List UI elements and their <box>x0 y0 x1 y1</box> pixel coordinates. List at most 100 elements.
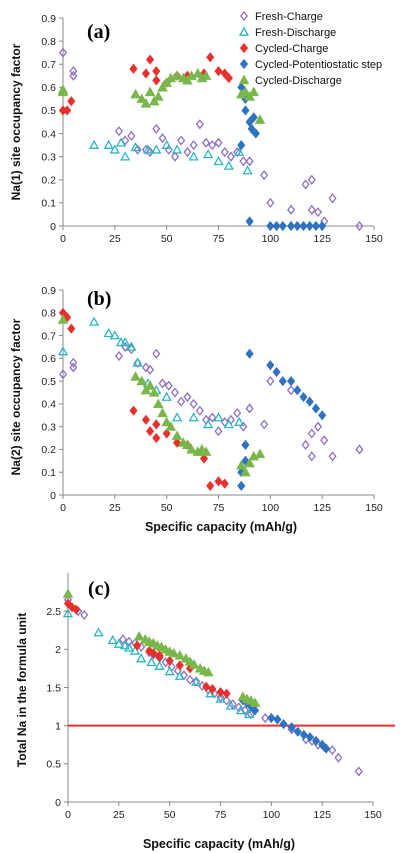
panel-b-x-tick-label: 150 <box>365 502 383 514</box>
panel-b-series-cycled-charge <box>58 307 229 491</box>
panel-c-point-cycled-charge <box>68 602 77 613</box>
panel-b-point-cycled-discharge <box>186 444 197 454</box>
panel-b-point-cycled-potentiostatic-step <box>311 403 321 414</box>
legend-label-cycled-discharge: Cycled-Discharge <box>255 75 342 87</box>
panel-b-point-fresh-discharge <box>132 357 143 367</box>
panel-a-point-fresh-discharge <box>130 142 141 152</box>
panel-b-point-cycled-discharge <box>153 398 164 409</box>
panel-a-point-cycled-charge <box>152 66 161 77</box>
panel-c-point-cycled-charge <box>165 655 174 666</box>
panel-a-series-fresh-charge <box>58 47 364 232</box>
panel-a-point-cycled-discharge <box>153 91 164 101</box>
panel-c-series-cycled-charge <box>63 598 231 699</box>
panel-c-x-tick-label: 150 <box>364 809 382 821</box>
panel-c-point-fresh-discharge <box>235 705 246 715</box>
panel-b-series-fresh-discharge <box>57 316 245 429</box>
panel-b-y-tick-label: 0.6 <box>41 353 56 365</box>
panel-a-point-fresh-charge <box>189 140 198 151</box>
panel-b-point-fresh-charge <box>195 405 204 416</box>
panel-c-point-cycled-potentiostatic-step <box>322 743 331 754</box>
panel-a-point-cycled-potentiostatic-step <box>305 220 314 232</box>
panel-c-x-tick-label: 50 <box>164 809 176 821</box>
panel-a-point-fresh-discharge <box>161 139 172 149</box>
panel-c-point-fresh-charge <box>334 752 343 763</box>
panel-c-point-fresh-discharge <box>164 666 175 676</box>
panel-b-point-fresh-charge <box>239 421 248 432</box>
panel-a-point-fresh-charge <box>69 66 78 77</box>
panel-b-point-cycled-potentiostatic-step <box>287 376 296 387</box>
panel-b-point-cycled-potentiostatic-step <box>299 391 308 403</box>
panel-a-point-cycled-charge <box>146 54 155 65</box>
panel-a-point-fresh-discharge <box>242 165 253 175</box>
panel-c-point-fresh-charge <box>222 695 231 706</box>
panel-a-point-cycled-potentiostatic-step <box>266 220 275 232</box>
panel-c-point-cycled-potentiostatic-step <box>293 726 302 737</box>
panel-a-point-cycled-discharge <box>144 86 156 97</box>
panel-c-point-cycled-charge <box>63 598 73 609</box>
panel-b-point-cycled-discharge <box>161 416 172 427</box>
panel-c-point-fresh-discharge <box>174 670 185 680</box>
panel-b-point-cycled-discharge <box>254 448 266 459</box>
panel-a-point-cycled-potentiostatic-step <box>237 140 246 151</box>
legend-marker-cycled-potentiostatic-step <box>239 58 249 70</box>
panel-a-x-tick-label: 50 <box>161 233 173 245</box>
panel-c-point-cycled-potentiostatic-step <box>279 719 288 730</box>
panel-c-label: (c) <box>88 578 110 600</box>
legend-marker-fresh-discharge <box>238 26 250 36</box>
panel-a-point-fresh-charge <box>183 147 192 158</box>
panel-b-x-axis-label: Specific capacity (mAh/g) <box>145 520 297 534</box>
panel-a-label: (a) <box>87 21 110 43</box>
panel-a-point-fresh-discharge <box>234 146 245 156</box>
panel-a-point-fresh-charge <box>266 197 275 208</box>
panel-c-point-fresh-discharge <box>215 693 226 703</box>
panel-c-point-cycled-potentiostatic-step <box>287 722 296 733</box>
panel-c-y-tick-label: 0.5 <box>46 759 61 771</box>
panel-b-point-fresh-charge <box>245 403 254 414</box>
panel-a-point-cycled-discharge <box>157 81 168 92</box>
panel-b-point-cycled-potentiostatic-step <box>278 376 287 387</box>
panel-b-point-fresh-charge <box>114 351 124 362</box>
panel-b-point-fresh-discharge <box>234 416 245 426</box>
panel-a-point-cycled-discharge <box>171 70 183 80</box>
panel-b-point-cycled-charge <box>67 323 76 334</box>
panel-c-point-fresh-discharge <box>225 700 236 710</box>
panel-a-point-cycled-discharge <box>136 93 148 104</box>
panel-a-point-fresh-discharge <box>188 151 199 161</box>
panel-a-point-fresh-charge <box>214 137 223 148</box>
legend-marker-cycled-discharge <box>238 74 250 85</box>
panel-c-y-tick-label: 1.5 <box>46 682 61 694</box>
legend-marker-cycled-charge <box>239 42 249 54</box>
panel-b-point-cycled-charge <box>152 432 161 444</box>
panel-a-point-fresh-charge <box>195 119 204 130</box>
panel-b-point-cycled-potentiostatic-step <box>293 385 302 396</box>
panel-a-point-cycled-charge <box>220 68 229 79</box>
panel-c-point-fresh-discharge <box>113 638 124 648</box>
panel-b-point-fresh-charge <box>58 369 68 380</box>
panel-a-point-fresh-discharge <box>203 149 214 159</box>
panel-c-point-cycled-charge <box>202 681 211 692</box>
panel-c-point-fresh-discharge <box>190 676 202 687</box>
panel-b-point-fresh-discharge <box>161 391 172 401</box>
panel-a-point-cycled-potentiostatic-step <box>287 220 296 232</box>
panel-c-point-fresh-charge <box>216 692 225 703</box>
panel-a-chart: (a) Na(1) site occupancy factor 0 0.1 0.2 0… <box>9 13 383 245</box>
panel-b-point-fresh-discharge <box>188 412 199 422</box>
panel-b-point-cycled-potentiostatic-step <box>241 439 250 450</box>
panel-b-point-fresh-charge <box>214 426 223 437</box>
panel-b-x-tick-label: 100 <box>262 502 280 514</box>
panel-a-point-fresh-charge <box>233 147 242 158</box>
panel-b-point-fresh-charge <box>355 444 364 455</box>
panel-a-point-cycled-charge <box>214 66 223 77</box>
panel-a-point-fresh-charge <box>313 207 323 218</box>
panel-b-point-cycled-discharge <box>165 421 177 431</box>
panel-a-point-cycled-potentiostatic-step <box>247 123 256 135</box>
panel-b-point-cycled-charge <box>214 476 223 487</box>
panel-b-y-tick-label: 0.2 <box>41 444 56 456</box>
panel-b-point-cycled-potentiostatic-step <box>272 366 281 378</box>
panel-a-point-fresh-charge <box>245 156 254 167</box>
panel-a-point-cycled-discharge <box>140 98 152 108</box>
panel-a-point-fresh-charge <box>287 204 296 215</box>
panel-c-point-fresh-discharge <box>107 634 118 645</box>
panel-c-point-cycled-charge <box>216 686 225 698</box>
